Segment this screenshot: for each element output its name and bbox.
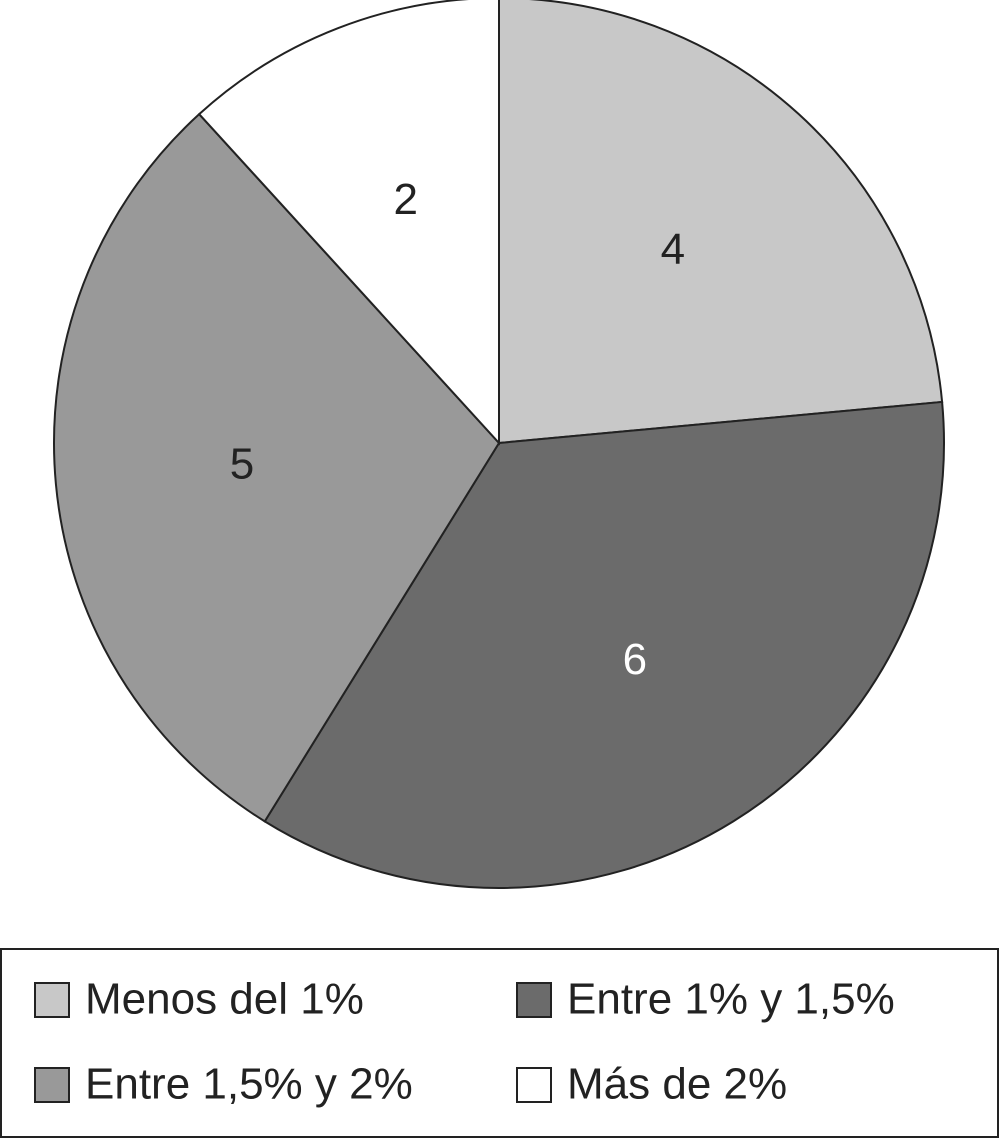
pie-slice — [53, 112, 501, 823]
legend-swatch — [34, 982, 70, 1018]
data-label: 5 — [230, 439, 254, 488]
data-label: 2 — [394, 175, 418, 224]
pie-slice — [498, 0, 944, 445]
legend-swatch — [516, 982, 552, 1018]
data-label: 4 — [661, 225, 685, 274]
legend-label: Entre 1,5% y 2% — [85, 1060, 413, 1109]
pie-slice — [197, 0, 500, 446]
legend-label: Menos del 1% — [85, 975, 364, 1024]
legend-label: Entre 1% y 1,5% — [567, 975, 895, 1024]
legend-label: Más de 2% — [567, 1060, 787, 1109]
data-label: 6 — [623, 635, 647, 684]
pie-slice — [263, 400, 945, 889]
legend-box — [0, 948, 999, 1138]
legend-swatch — [516, 1067, 552, 1103]
legend-swatch — [34, 1067, 70, 1103]
